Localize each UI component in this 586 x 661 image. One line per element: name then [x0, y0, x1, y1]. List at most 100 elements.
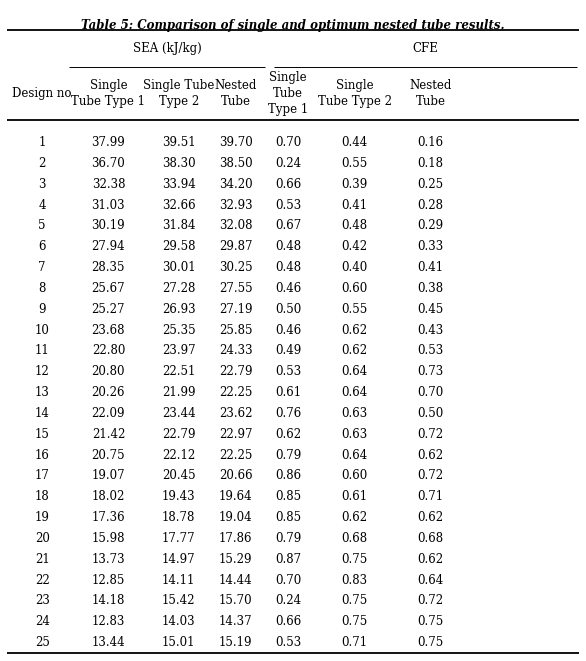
Text: 20.45: 20.45	[162, 469, 196, 483]
Text: 0.70: 0.70	[418, 386, 444, 399]
Text: 17.36: 17.36	[91, 511, 125, 524]
Text: 22.97: 22.97	[219, 428, 253, 441]
Text: 0.55: 0.55	[342, 303, 367, 316]
Text: Single
Tube Type 2: Single Tube Type 2	[318, 79, 391, 108]
Text: 26.93: 26.93	[162, 303, 196, 316]
Text: 0.41: 0.41	[418, 261, 444, 274]
Text: 19.64: 19.64	[219, 490, 253, 503]
Text: 22.25: 22.25	[219, 449, 252, 461]
Text: Nested
Tube: Nested Tube	[410, 79, 452, 108]
Text: 28.35: 28.35	[91, 261, 125, 274]
Text: 32.38: 32.38	[91, 178, 125, 191]
Text: Nested
Tube: Nested Tube	[214, 79, 257, 108]
Text: 0.79: 0.79	[275, 449, 301, 461]
Text: 0.29: 0.29	[418, 219, 444, 233]
Text: 0.87: 0.87	[275, 553, 301, 566]
Text: 0.42: 0.42	[342, 241, 367, 253]
Text: 0.38: 0.38	[418, 282, 444, 295]
Text: 0.71: 0.71	[418, 490, 444, 503]
Text: 13.73: 13.73	[91, 553, 125, 566]
Text: 0.70: 0.70	[275, 574, 301, 587]
Text: 0.61: 0.61	[342, 490, 367, 503]
Text: 0.62: 0.62	[418, 449, 444, 461]
Text: 14.37: 14.37	[219, 615, 253, 629]
Text: 25.35: 25.35	[162, 324, 196, 336]
Text: 33.94: 33.94	[162, 178, 196, 191]
Text: 0.62: 0.62	[342, 511, 367, 524]
Text: 12.85: 12.85	[92, 574, 125, 587]
Text: 3: 3	[39, 178, 46, 191]
Text: 0.64: 0.64	[342, 449, 367, 461]
Text: 27.94: 27.94	[91, 241, 125, 253]
Text: 0.63: 0.63	[342, 428, 367, 441]
Text: 39.51: 39.51	[162, 136, 196, 149]
Text: 22: 22	[35, 574, 50, 587]
Text: 0.79: 0.79	[275, 532, 301, 545]
Text: 0.24: 0.24	[275, 594, 301, 607]
Text: Table 5: Comparison of single and optimum nested tube results.: Table 5: Comparison of single and optimu…	[81, 19, 505, 32]
Text: 22.12: 22.12	[162, 449, 195, 461]
Text: 15.98: 15.98	[91, 532, 125, 545]
Text: 0.53: 0.53	[275, 636, 301, 649]
Text: 14.97: 14.97	[162, 553, 196, 566]
Text: 25.85: 25.85	[219, 324, 253, 336]
Text: 38.30: 38.30	[162, 157, 196, 170]
Text: 0.85: 0.85	[275, 511, 301, 524]
Text: 0.53: 0.53	[275, 198, 301, 212]
Text: 30.19: 30.19	[91, 219, 125, 233]
Text: 0.28: 0.28	[418, 198, 444, 212]
Text: 9: 9	[39, 303, 46, 316]
Text: 19: 19	[35, 511, 50, 524]
Text: 0.66: 0.66	[275, 615, 301, 629]
Text: 0.71: 0.71	[342, 636, 367, 649]
Text: 13: 13	[35, 386, 50, 399]
Text: 20: 20	[35, 532, 50, 545]
Text: 0.46: 0.46	[275, 324, 301, 336]
Text: 0.64: 0.64	[342, 366, 367, 378]
Text: 23.68: 23.68	[91, 324, 125, 336]
Text: 29.87: 29.87	[219, 241, 253, 253]
Text: 0.53: 0.53	[418, 344, 444, 358]
Text: 13.44: 13.44	[91, 636, 125, 649]
Text: 25: 25	[35, 636, 50, 649]
Text: 0.44: 0.44	[342, 136, 367, 149]
Text: 27.55: 27.55	[219, 282, 253, 295]
Text: 0.41: 0.41	[342, 198, 367, 212]
Text: 0.60: 0.60	[342, 469, 367, 483]
Text: 0.33: 0.33	[418, 241, 444, 253]
Text: 1: 1	[39, 136, 46, 149]
Text: 16: 16	[35, 449, 50, 461]
Text: 30.25: 30.25	[219, 261, 253, 274]
Text: 20.66: 20.66	[219, 469, 253, 483]
Text: 0.83: 0.83	[342, 574, 367, 587]
Text: 15.29: 15.29	[219, 553, 253, 566]
Text: 25.27: 25.27	[91, 303, 125, 316]
Text: 0.67: 0.67	[275, 219, 301, 233]
Text: Design no: Design no	[12, 87, 72, 100]
Text: 0.73: 0.73	[418, 366, 444, 378]
Text: 0.75: 0.75	[342, 615, 367, 629]
Text: 15.19: 15.19	[219, 636, 253, 649]
Text: 0.62: 0.62	[418, 511, 444, 524]
Text: 29.58: 29.58	[162, 241, 196, 253]
Text: 0.48: 0.48	[275, 261, 301, 274]
Text: 32.08: 32.08	[219, 219, 253, 233]
Text: 15.70: 15.70	[219, 594, 253, 607]
Text: 0.62: 0.62	[342, 324, 367, 336]
Text: 0.45: 0.45	[418, 303, 444, 316]
Text: 0.43: 0.43	[418, 324, 444, 336]
Text: 21.42: 21.42	[92, 428, 125, 441]
Text: 0.62: 0.62	[275, 428, 301, 441]
Text: 24.33: 24.33	[219, 344, 253, 358]
Text: 0.53: 0.53	[275, 366, 301, 378]
Text: 37.99: 37.99	[91, 136, 125, 149]
Text: 0.76: 0.76	[275, 407, 301, 420]
Text: 32.66: 32.66	[162, 198, 196, 212]
Text: 31.03: 31.03	[91, 198, 125, 212]
Text: 22.25: 22.25	[219, 386, 252, 399]
Text: 17: 17	[35, 469, 50, 483]
Text: 0.55: 0.55	[342, 157, 367, 170]
Text: 0.50: 0.50	[418, 407, 444, 420]
Text: 0.64: 0.64	[418, 574, 444, 587]
Text: 0.46: 0.46	[275, 282, 301, 295]
